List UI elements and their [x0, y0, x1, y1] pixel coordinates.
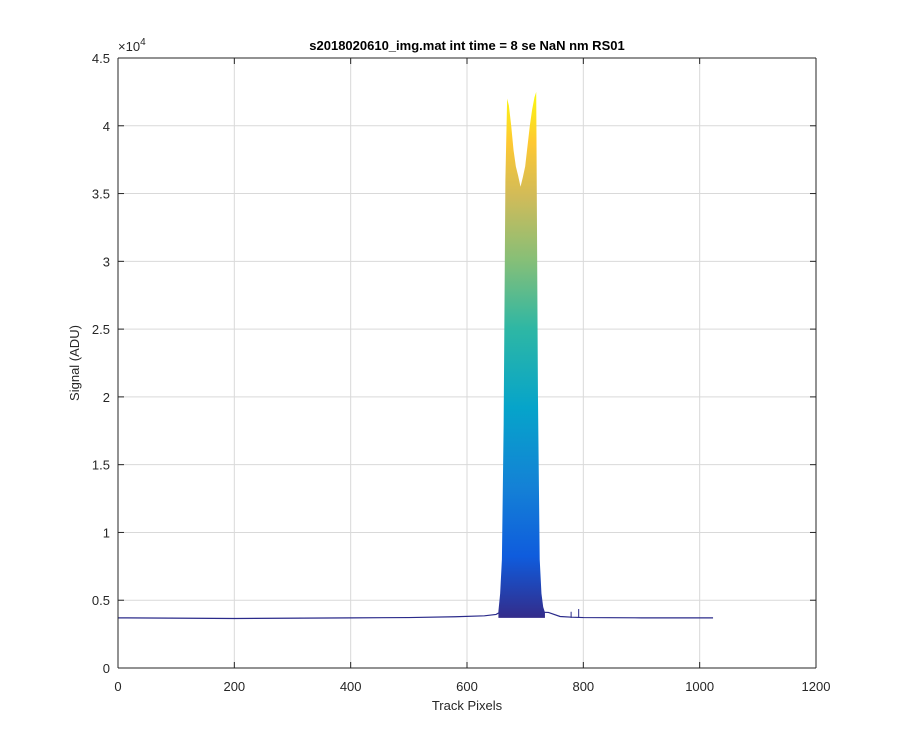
series-peak-area [498, 91, 545, 618]
y-tick-label-1: 0.5 [92, 593, 110, 608]
y-tick-label-0: 0 [103, 661, 110, 676]
tick-labels: 0 200 400 600 800 1000 1200 0 0.5 1 1.5 2 2.5 3 3.5 4 4.… [92, 51, 831, 694]
x-axis-label: Track Pixels [432, 698, 503, 713]
x-tick-label-2: 400 [340, 679, 362, 694]
x-tick-label-4: 800 [572, 679, 594, 694]
x-tick-label-3: 600 [456, 679, 478, 694]
y-tick-label-2: 1 [103, 525, 110, 540]
axes [117, 57, 817, 669]
y-tick-label-6: 3 [103, 254, 110, 269]
x-tick-label-6: 1200 [802, 679, 831, 694]
y-tick-label-3: 1.5 [92, 458, 110, 473]
y-tick-label-5: 2.5 [92, 322, 110, 337]
y-tick-label-9: 4.5 [92, 51, 110, 66]
y-tick-label-8: 4 [103, 119, 110, 134]
y-axis-exponent-power: 4 [140, 37, 146, 48]
chart-title: s2018020610_img.mat int time = 8 se NaN … [309, 38, 624, 53]
y-axis-exponent: ×104 [118, 37, 146, 54]
y-tick-label-7: 3.5 [92, 187, 110, 202]
x-tick-label-5: 1000 [685, 679, 714, 694]
y-tick-label-4: 2 [103, 390, 110, 405]
data-layer [118, 91, 714, 620]
x-tick-label-0: 0 [114, 679, 121, 694]
y-axis-label: Signal (ADU) [67, 325, 82, 401]
y-axis-exponent-base: ×10 [118, 39, 140, 54]
x-tick-label-1: 200 [223, 679, 245, 694]
